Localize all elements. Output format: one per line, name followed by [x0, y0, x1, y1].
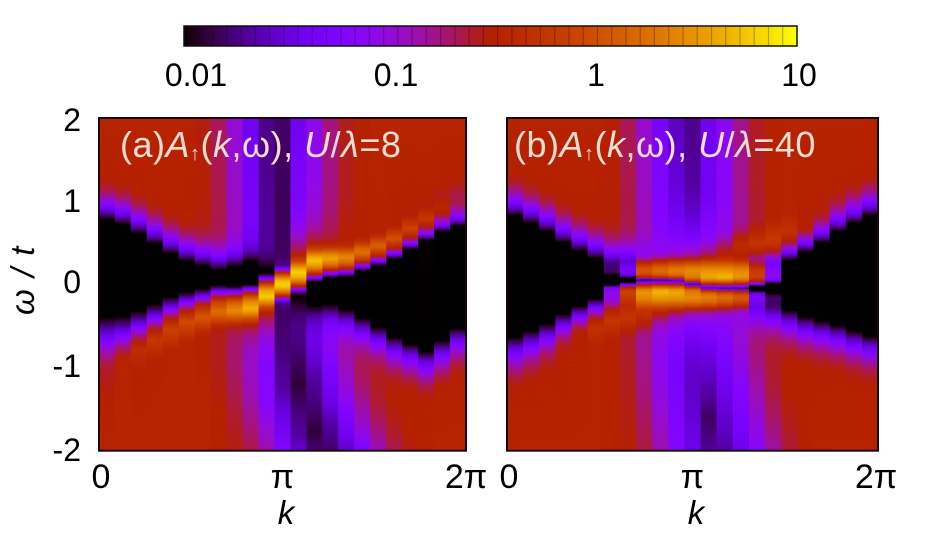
svg-text:1: 1	[63, 183, 81, 219]
svg-text:k: k	[688, 494, 706, 531]
svg-text:2π: 2π	[445, 458, 487, 496]
svg-text:1: 1	[587, 57, 605, 93]
svg-text:(b)A↑(k,ω), U/λ=40: (b)A↑(k,ω), U/λ=40	[514, 124, 816, 165]
svg-text:π: π	[681, 458, 704, 496]
svg-text:10: 10	[781, 57, 817, 93]
svg-text:0.1: 0.1	[374, 57, 418, 93]
svg-text:2π: 2π	[855, 458, 897, 496]
svg-text:0.01: 0.01	[165, 57, 227, 93]
svg-text:0: 0	[63, 264, 81, 300]
svg-text:2: 2	[63, 102, 81, 138]
svg-text:-2: -2	[53, 432, 81, 468]
svg-text:-1: -1	[53, 348, 81, 384]
svg-text:(a)A↑(k,ω), U/λ=8: (a)A↑(k,ω), U/λ=8	[120, 124, 401, 165]
svg-text:0: 0	[92, 458, 111, 496]
svg-text:k: k	[278, 494, 296, 531]
svg-text:0: 0	[500, 458, 519, 496]
svg-text:ω / t: ω / t	[4, 245, 41, 315]
svg-text:π: π	[271, 458, 294, 496]
